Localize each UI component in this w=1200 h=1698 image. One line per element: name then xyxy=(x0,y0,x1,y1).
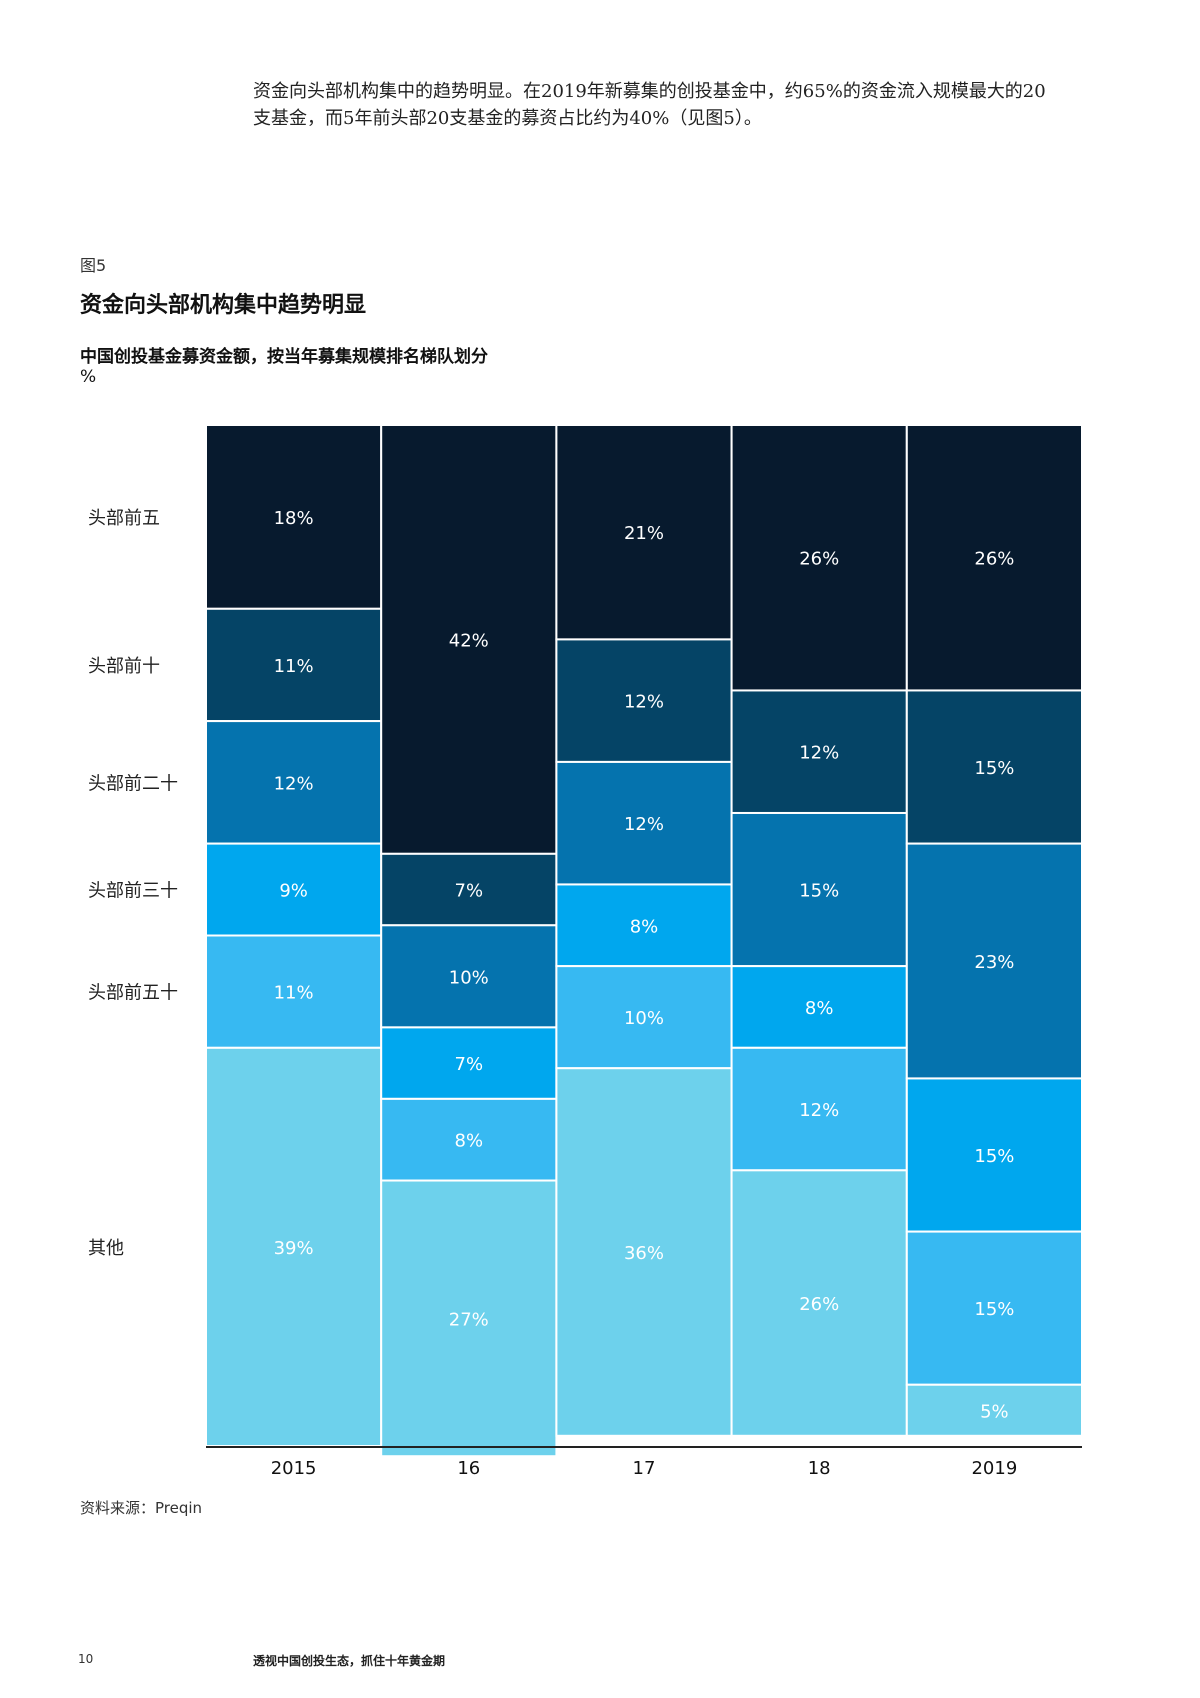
legend-label: 头部前五十 xyxy=(88,983,178,1004)
data-label: 21% xyxy=(624,523,664,544)
legend-label: 头部前十 xyxy=(88,656,160,677)
data-label: 5% xyxy=(980,1401,1009,1422)
bar-segment xyxy=(730,965,908,1049)
bar-segment xyxy=(905,1230,1083,1386)
bar-segment xyxy=(205,424,383,610)
bar-segment xyxy=(380,424,558,855)
x-tick-label: 18 xyxy=(808,1458,831,1479)
data-label: 36% xyxy=(624,1243,664,1264)
intro-line-1: 资金向头部机构集中的趋势明显。在2019年新募集的创投基金中，约65%的资金流入… xyxy=(253,81,1046,102)
data-label: 26% xyxy=(799,1294,839,1315)
data-label: 7% xyxy=(455,1054,484,1075)
bar-segment xyxy=(380,1026,558,1100)
bar-segment xyxy=(205,607,383,723)
bar-segment xyxy=(380,1179,558,1458)
data-label: 12% xyxy=(274,773,314,794)
page-number: 10 xyxy=(78,1652,94,1666)
footer-doc-title: 透视中国创投生态，抓住十年黄金期 xyxy=(253,1654,446,1668)
x-tick-label: 16 xyxy=(457,1458,480,1479)
source-note: 资料来源：Preqin xyxy=(80,1499,203,1517)
bar-segment xyxy=(730,424,908,692)
bar-segment xyxy=(730,1046,908,1172)
figure-title: 资金向头部机构集中趋势明显 xyxy=(80,292,367,318)
data-label: 42% xyxy=(449,630,489,651)
bar-segment xyxy=(555,1067,733,1437)
data-label: 12% xyxy=(624,814,664,835)
data-label: 8% xyxy=(805,998,834,1019)
bar-segment xyxy=(205,842,383,937)
data-label: 11% xyxy=(274,656,314,677)
x-tick-label: 17 xyxy=(633,1458,656,1479)
intro-paragraph: 资金向头部机构集中的趋势明显。在2019年新募集的创投基金中，约65%的资金流入… xyxy=(253,78,1093,132)
bar-segment xyxy=(555,883,733,968)
data-label: 15% xyxy=(974,758,1014,779)
chart-unit: % xyxy=(80,367,97,387)
data-label: 10% xyxy=(624,1008,664,1029)
bar-segment xyxy=(730,689,908,814)
figure-label: 图5 xyxy=(80,256,107,275)
data-label: 12% xyxy=(624,692,664,713)
data-label: 12% xyxy=(799,743,839,764)
bar-segment xyxy=(730,811,908,968)
data-label: 39% xyxy=(274,1238,314,1259)
bar-segment xyxy=(905,1383,1083,1437)
bar-segment xyxy=(555,424,733,641)
bar-segment xyxy=(205,720,383,845)
data-label: 8% xyxy=(455,1131,484,1152)
chart-title: 中国创投基金募资金额，按当年募集规模排名梯队划分 xyxy=(80,347,488,367)
legend-label: 头部前二十 xyxy=(88,773,178,794)
legend-label: 头部前五 xyxy=(88,508,160,529)
data-label: 7% xyxy=(455,881,484,902)
bar-segment xyxy=(555,760,733,886)
data-label: 15% xyxy=(974,1146,1014,1167)
data-label: 9% xyxy=(279,881,308,902)
data-label: 8% xyxy=(630,916,659,937)
legend-label: 其他 xyxy=(88,1238,124,1259)
bar-segment xyxy=(205,934,383,1049)
bar-segment xyxy=(905,842,1083,1080)
data-label: 15% xyxy=(974,1299,1014,1320)
bar-segment xyxy=(730,1169,908,1437)
data-label: 26% xyxy=(974,549,1014,570)
bar-segment xyxy=(380,1097,558,1182)
data-label: 11% xyxy=(274,983,314,1004)
data-label: 15% xyxy=(799,881,839,902)
legend-label: 头部前三十 xyxy=(88,881,178,902)
data-label: 26% xyxy=(799,549,839,570)
intro-line-2: 支基金，而5年前头部20支基金的募资占比约为40%（见图5）。 xyxy=(253,108,762,129)
bar-segment xyxy=(905,689,1083,845)
bar-segment xyxy=(205,1046,383,1448)
data-label: 18% xyxy=(274,508,314,529)
data-label: 23% xyxy=(974,952,1014,973)
bar-segment xyxy=(555,638,733,763)
data-label: 10% xyxy=(449,967,489,988)
data-label: 12% xyxy=(799,1100,839,1121)
data-label: 27% xyxy=(449,1309,489,1330)
x-tick-label: 2019 xyxy=(971,1458,1017,1479)
x-tick-label: 2015 xyxy=(271,1458,317,1479)
